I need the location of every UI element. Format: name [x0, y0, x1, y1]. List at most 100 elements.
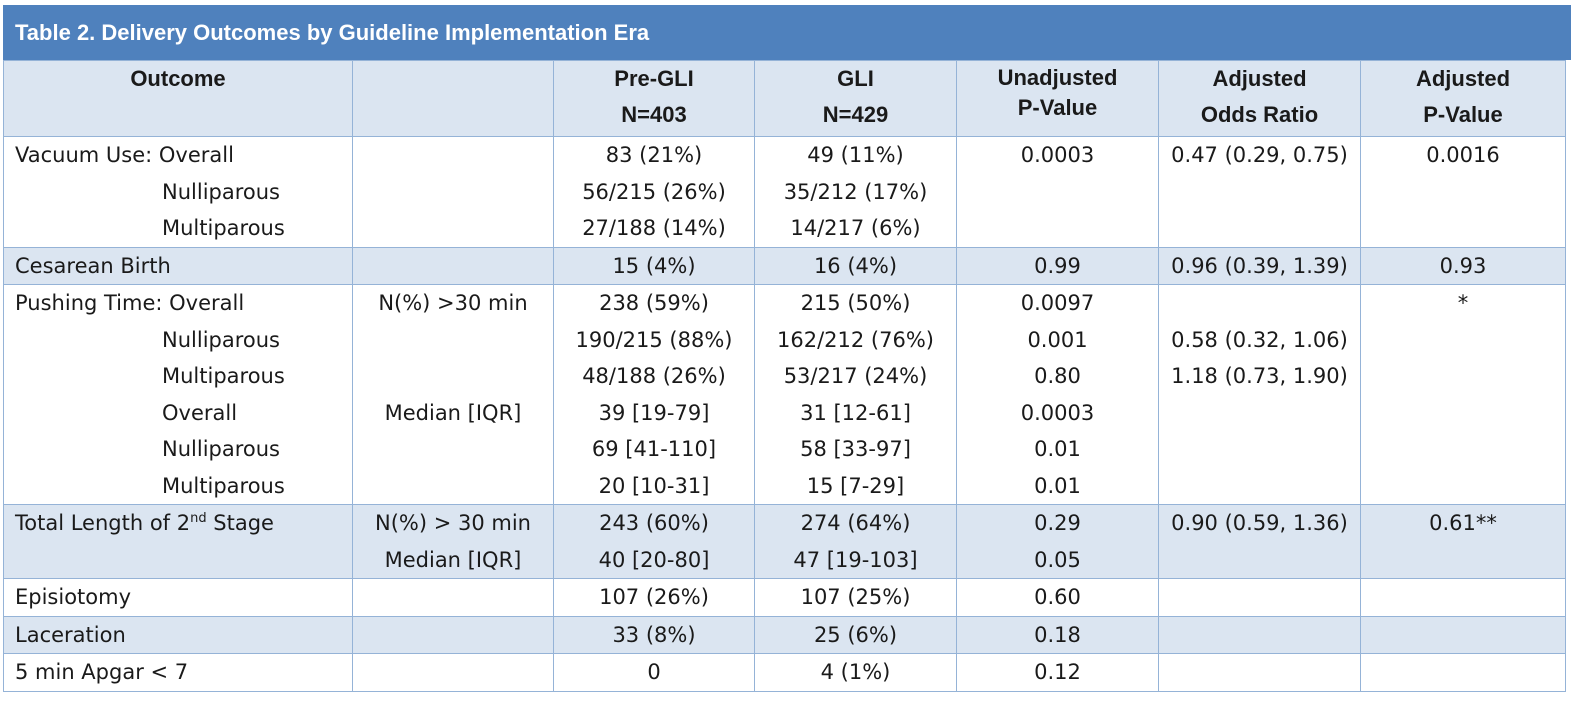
cell-adjusted-p: 0.0016 — [1360, 136, 1566, 248]
value: 274 (64%) — [800, 511, 911, 535]
value: 20 [10-31] — [598, 473, 710, 498]
cell-gli: 16 (4%) — [754, 246, 957, 285]
cell-adjusted-p: 0.61** — [1360, 504, 1566, 579]
value: 15 (4%) — [612, 253, 696, 278]
header-pre-gli: Pre-GLI N=403 — [553, 60, 755, 137]
cell-unadjusted-p: 0.99 — [956, 246, 1159, 285]
outcome-label-suffix: Stage — [206, 511, 274, 535]
cell-adjusted-or — [1158, 653, 1361, 692]
header-adjusted-p-line1: Adjusted — [1415, 66, 1511, 91]
outcome-label: Pushing Time: Overall — [15, 291, 245, 315]
value: 31 [12-61] — [800, 400, 911, 425]
cell-outcome: 5 min Apgar < 7 — [3, 653, 353, 692]
cell-measure — [352, 246, 554, 285]
cell-pre-gli: 243 (60%) 40 [20-80] — [553, 504, 755, 579]
cell-measure — [352, 578, 554, 617]
value: 0.0097 — [1020, 291, 1095, 315]
header-pre-gli-label: Pre-GLI — [614, 66, 694, 91]
value: 4 (1%) — [820, 660, 891, 684]
value: 0 — [647, 660, 661, 684]
value: 238 (59%) — [599, 291, 709, 315]
header-adjusted-or-line1: Adjusted — [1212, 66, 1307, 91]
outcome-sublabel: Multiparous — [162, 364, 285, 388]
header-adjusted-or-line2: Odds Ratio — [1200, 102, 1319, 127]
cell-outcome: Laceration — [3, 615, 353, 654]
value: 107 (26%) — [599, 585, 709, 609]
value: 0.0003 — [1020, 143, 1095, 167]
value: 190/215 (88%) — [575, 327, 733, 352]
value: 0.99 — [1034, 253, 1081, 278]
value: 0.18 — [1034, 622, 1081, 647]
value: 0.60 — [1034, 585, 1081, 609]
value: 0.01 — [1034, 437, 1081, 461]
cell-measure: N(%) >30 min Median [IQR] — [352, 284, 554, 505]
outcome-sublabel: Multiparous — [162, 216, 285, 240]
cell-adjusted-or: 0.47 (0.29, 0.75) — [1158, 136, 1361, 248]
value: 53/217 (24%) — [783, 364, 928, 388]
cell-pre-gli: 0 — [553, 653, 755, 692]
value: 215 (50%) — [800, 291, 911, 315]
header-gli-n: N=429 — [822, 102, 889, 127]
value: 0.0003 — [1020, 400, 1095, 425]
cell-pre-gli: 107 (26%) — [553, 578, 755, 617]
value: 243 (60%) — [599, 511, 709, 535]
cell-pre-gli: 33 (8%) — [553, 615, 755, 654]
header-unadjusted-p: Unadjusted P-Value — [956, 60, 1159, 137]
value: 33 (8%) — [612, 622, 696, 647]
cell-outcome: Episiotomy — [3, 578, 353, 617]
cell-outcome: Pushing Time: Overall Nulliparous Multip… — [3, 284, 353, 505]
value: 35/212 (17%) — [783, 179, 928, 204]
value: 49 (11%) — [807, 143, 904, 167]
table-row-episiotomy: Episiotomy 107 (26%) 107 (25%) 0.60 — [3, 578, 1566, 617]
value: 0.001 — [1027, 327, 1088, 352]
value: 162/212 (76%) — [777, 327, 934, 352]
cell-outcome: Total Length of 2nd Stage — [3, 504, 353, 579]
cell-pre-gli: 83 (21%) 56/215 (26%) 27/188 (14%) — [553, 136, 755, 248]
value: 0.0016 — [1426, 143, 1500, 167]
outcome-sublabel: Nulliparous — [162, 437, 280, 461]
outcome-label: Episiotomy — [15, 585, 132, 609]
value: 0.96 (0.39, 1.39) — [1171, 253, 1348, 278]
header-adjusted-p-line2: P-Value — [1423, 102, 1503, 127]
value: 14/217 (6%) — [790, 216, 921, 240]
value: 0.01 — [1034, 473, 1081, 498]
value: 0.93 — [1439, 253, 1487, 278]
cell-outcome: Cesarean Birth — [3, 246, 353, 285]
header-pre-gli-n: N=403 — [621, 102, 687, 127]
cell-gli: 274 (64%) 47 [19-103] — [754, 504, 957, 579]
table-row-cesarean-birth: Cesarean Birth 15 (4%) 16 (4%) 0.99 0.96… — [3, 246, 1566, 285]
value: 47 [19-103] — [793, 547, 918, 572]
cell-gli: 49 (11%) 35/212 (17%) 14/217 (6%) — [754, 136, 957, 248]
value — [1159, 285, 1360, 322]
cell-unadjusted-p: 0.18 — [956, 615, 1159, 654]
outcome-label: Vacuum Use: Overall — [15, 143, 234, 167]
value: 15 [7-29] — [806, 473, 905, 498]
cell-adjusted-p — [1360, 578, 1566, 617]
table-row-apgar: 5 min Apgar < 7 0 4 (1%) 0.12 — [3, 653, 1566, 692]
value: 48/188 (26%) — [582, 364, 726, 388]
value: 27/188 (14%) — [582, 216, 726, 240]
cell-adjusted-p — [1360, 653, 1566, 692]
outcome-label: 5 min Apgar < 7 — [15, 660, 189, 684]
cell-adjusted-or: 0.58 (0.32, 1.06) 1.18 (0.73, 1.90) — [1158, 284, 1361, 505]
outcome-sublabel: Multiparous — [162, 473, 285, 498]
cell-gli: 215 (50%) 162/212 (76%) 53/217 (24%) 31 … — [754, 284, 957, 505]
header-outcome: Outcome — [3, 60, 353, 137]
cell-gli: 25 (6%) — [754, 615, 957, 654]
table-row-vacuum-use: Vacuum Use: Overall Nulliparous Multipar… — [3, 136, 1566, 248]
header-adjusted-or: Adjusted Odds Ratio — [1158, 60, 1361, 137]
measure-label: N(%) >30 min — [378, 291, 528, 315]
table-row-second-stage: Total Length of 2nd Stage N(%) > 30 min … — [3, 504, 1566, 579]
cell-measure — [352, 653, 554, 692]
value: 0.58 (0.32, 1.06) — [1171, 327, 1348, 352]
cell-adjusted-p: * — [1360, 284, 1566, 505]
header-unadjusted-p-line2: P-Value — [1017, 95, 1098, 120]
outcome-label: Laceration — [15, 622, 126, 647]
header-gli-label: GLI — [837, 66, 874, 91]
measure-label: N(%) > 30 min — [375, 511, 531, 535]
cell-unadjusted-p: 0.60 — [956, 578, 1159, 617]
outcome-label: Cesarean Birth — [15, 253, 171, 278]
table-row-laceration: Laceration 33 (8%) 25 (6%) 0.18 — [3, 615, 1566, 654]
value: 0.29 — [1034, 511, 1081, 535]
header-gli: GLI N=429 — [754, 60, 957, 137]
